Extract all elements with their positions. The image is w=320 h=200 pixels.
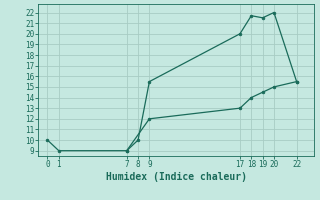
X-axis label: Humidex (Indice chaleur): Humidex (Indice chaleur) bbox=[106, 172, 246, 182]
